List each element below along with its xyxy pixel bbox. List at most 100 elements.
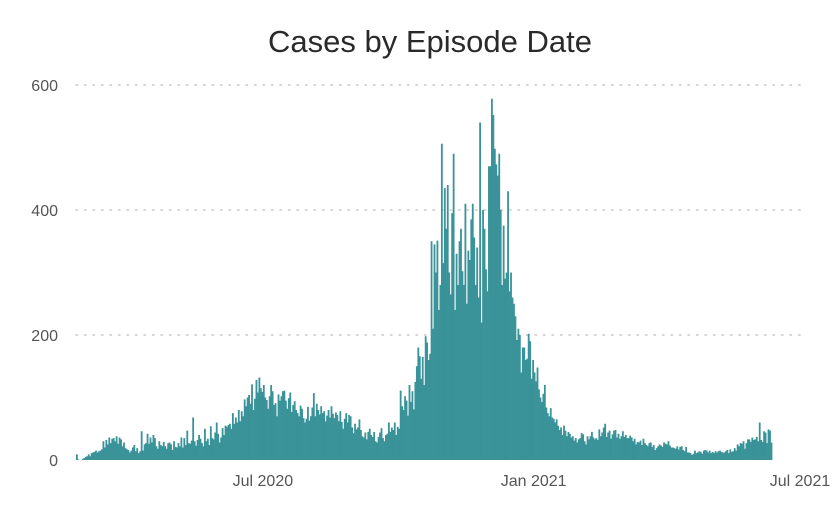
bar [223, 435, 225, 460]
bar [202, 446, 205, 460]
bar [133, 445, 136, 460]
bar [292, 405, 295, 460]
bar [236, 422, 239, 460]
bar [699, 451, 702, 461]
bar [93, 451, 96, 461]
bar [689, 453, 692, 461]
bar [573, 440, 576, 461]
bar [383, 441, 386, 460]
x-tick-label: Jan 2021 [501, 473, 567, 490]
bar [131, 447, 134, 460]
bar [499, 210, 502, 460]
bar [507, 191, 509, 460]
bar [663, 442, 665, 460]
bar [330, 406, 333, 460]
bar [320, 406, 323, 460]
bar [501, 285, 504, 460]
bar [407, 415, 409, 461]
bar [671, 447, 674, 460]
bar [714, 451, 717, 460]
bar [211, 438, 214, 461]
bar [552, 418, 555, 460]
bar [255, 380, 258, 460]
bar [479, 122, 482, 460]
bar [436, 240, 439, 461]
x-axis: Jul 2020 Jan 2021 Jul 2021 [233, 473, 831, 490]
bar [112, 438, 115, 461]
bar [692, 453, 695, 460]
bar [424, 336, 427, 460]
bar [465, 303, 468, 460]
bar [212, 439, 215, 461]
bar [311, 407, 314, 460]
bar [754, 439, 757, 461]
bar [176, 447, 178, 460]
bar [398, 428, 401, 460]
bar [652, 445, 655, 460]
bar [705, 450, 708, 461]
bar [468, 260, 471, 460]
bar [729, 449, 732, 461]
bar [736, 444, 739, 461]
bar [90, 453, 93, 461]
bar [482, 210, 484, 460]
bar [455, 253, 458, 460]
bar [349, 416, 352, 460]
bar [121, 446, 124, 460]
bar [276, 416, 278, 460]
bar [545, 407, 548, 460]
bar [342, 428, 345, 460]
bar [666, 444, 668, 461]
bar [726, 450, 729, 460]
bar [324, 421, 327, 460]
bar [393, 422, 396, 460]
bar [262, 385, 265, 460]
bar [371, 436, 374, 461]
bar [561, 435, 564, 460]
bar-series [76, 98, 773, 461]
bar [357, 427, 359, 460]
bar [568, 433, 571, 460]
bar [440, 143, 443, 460]
bar [270, 385, 273, 460]
bar [361, 436, 364, 460]
bar [114, 441, 117, 460]
bar [642, 438, 645, 460]
bar [336, 415, 339, 460]
bar [86, 456, 89, 460]
bar [102, 441, 105, 460]
bar [293, 401, 296, 460]
bar [118, 437, 121, 460]
bar [148, 443, 150, 460]
bar [473, 237, 476, 460]
bar [76, 454, 78, 461]
bar [254, 398, 256, 460]
bar [496, 175, 499, 461]
bar [696, 452, 699, 460]
bar [695, 453, 698, 461]
bar [604, 423, 607, 460]
bar [170, 444, 172, 461]
bar [117, 443, 120, 460]
bar [461, 271, 464, 460]
bar [327, 410, 330, 460]
bar [627, 438, 630, 461]
bar [233, 423, 236, 460]
bar [309, 416, 312, 460]
bar [470, 219, 473, 460]
bar [421, 356, 424, 461]
bar [317, 410, 320, 460]
bar [162, 441, 165, 461]
bar [664, 443, 667, 460]
bar [563, 425, 565, 461]
bar [301, 408, 303, 460]
bar [510, 272, 512, 460]
bar [246, 397, 249, 460]
bar [312, 393, 315, 461]
bar [382, 438, 384, 461]
bar [184, 445, 187, 460]
bar [638, 442, 640, 460]
bar [566, 436, 568, 460]
y-tick-label: 200 [31, 328, 58, 345]
bar [224, 425, 227, 461]
